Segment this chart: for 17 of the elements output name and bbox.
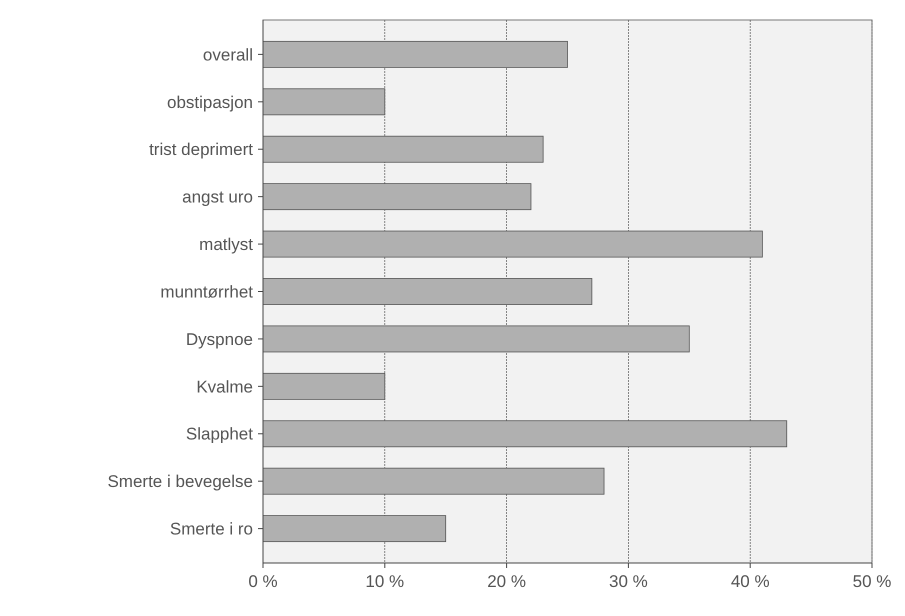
y-tick-label: obstipasjon: [166, 92, 253, 112]
y-tick-label: Slapphet: [186, 424, 254, 444]
y-tick-label: trist deprimert: [149, 140, 254, 160]
y-tick-label: Smerte i ro: [170, 520, 253, 539]
x-tick-label: 20 %: [487, 572, 526, 591]
y-tick-label: Smerte i bevegelse: [107, 472, 253, 492]
x-tick-label: 40 %: [730, 572, 770, 591]
y-tick-label: Kvalme: [196, 377, 253, 396]
y-tick-label: matlyst: [199, 235, 254, 254]
y-tick-label: Dyspnoe: [186, 330, 253, 349]
y-tick-label: munntørrhet: [160, 282, 254, 302]
y-tick-label: angst uro: [182, 188, 253, 207]
x-tick-label: 30 %: [609, 572, 648, 591]
x-tick-label: 10 %: [365, 572, 404, 591]
x-tick-label: 50 %: [852, 572, 892, 591]
y-tick-label: overall: [202, 45, 253, 64]
x-tick-label: 0 %: [248, 572, 278, 591]
